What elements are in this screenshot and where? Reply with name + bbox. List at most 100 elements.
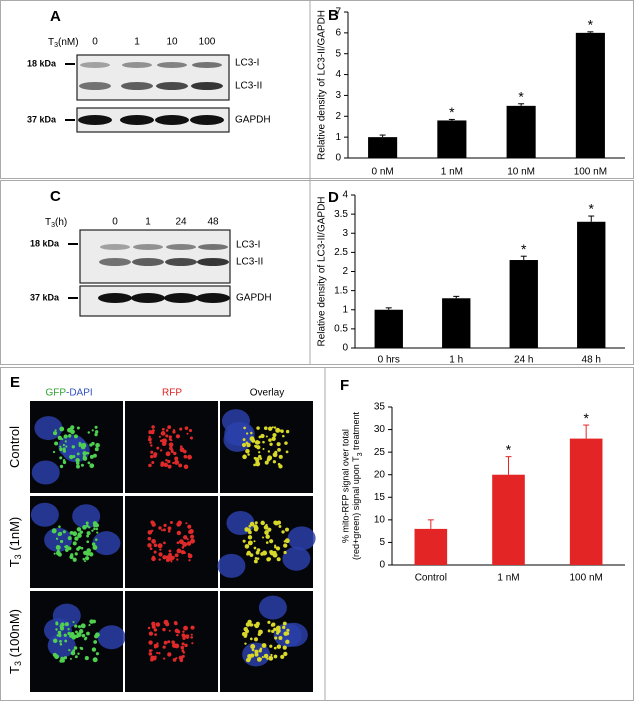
y-tick-label: 35 bbox=[374, 402, 386, 413]
puncta bbox=[183, 464, 189, 470]
row-label: T3 (100nM) bbox=[7, 609, 23, 674]
nucleus bbox=[31, 460, 60, 485]
blot-membrane bbox=[76, 54, 230, 101]
puncta bbox=[282, 645, 287, 650]
puncta bbox=[179, 658, 184, 663]
puncta bbox=[153, 645, 157, 649]
puncta bbox=[262, 536, 265, 539]
puncta bbox=[54, 429, 57, 432]
puncta bbox=[272, 432, 277, 438]
bar bbox=[577, 221, 606, 348]
puncta bbox=[282, 625, 286, 630]
puncta bbox=[161, 427, 165, 431]
y-tick-label: 6 bbox=[335, 27, 341, 38]
puncta bbox=[260, 433, 265, 439]
puncta bbox=[284, 441, 288, 445]
puncta bbox=[186, 541, 192, 546]
puncta bbox=[59, 456, 63, 460]
puncta bbox=[243, 426, 246, 430]
significance-mark: * bbox=[506, 441, 512, 457]
puncta bbox=[286, 628, 290, 632]
puncta bbox=[65, 548, 69, 552]
puncta bbox=[163, 523, 167, 528]
nucleus bbox=[287, 526, 316, 551]
puncta bbox=[172, 658, 177, 662]
puncta bbox=[266, 657, 269, 660]
puncta bbox=[67, 627, 70, 631]
puncta bbox=[175, 434, 181, 439]
puncta bbox=[75, 457, 80, 463]
puncta bbox=[185, 522, 188, 525]
puncta bbox=[80, 463, 84, 467]
puncta bbox=[269, 539, 274, 544]
puncta bbox=[179, 447, 185, 453]
puncta bbox=[62, 443, 65, 447]
puncta bbox=[244, 642, 247, 645]
puncta bbox=[73, 434, 78, 439]
puncta bbox=[82, 557, 86, 561]
row-label-part: 3 bbox=[13, 661, 23, 666]
puncta bbox=[184, 426, 189, 430]
puncta bbox=[250, 644, 256, 650]
panel-label: F bbox=[340, 377, 349, 394]
puncta bbox=[67, 536, 72, 541]
puncta bbox=[251, 648, 255, 652]
puncta bbox=[150, 655, 156, 661]
bar bbox=[575, 32, 605, 158]
puncta bbox=[283, 543, 288, 548]
puncta bbox=[82, 525, 87, 530]
puncta bbox=[91, 542, 96, 546]
band-label: LC3-I bbox=[235, 58, 259, 69]
puncta bbox=[285, 450, 289, 454]
puncta bbox=[255, 550, 260, 555]
puncta bbox=[256, 657, 262, 662]
y-tick-label: 5 bbox=[335, 48, 341, 59]
puncta bbox=[271, 426, 274, 429]
puncta bbox=[176, 633, 179, 637]
puncta bbox=[81, 442, 87, 448]
puncta bbox=[92, 545, 98, 550]
puncta bbox=[162, 528, 166, 532]
puncta bbox=[92, 657, 98, 663]
blot-membrane bbox=[79, 229, 231, 284]
lane-label: 1 bbox=[134, 37, 140, 48]
puncta bbox=[257, 441, 261, 444]
puncta bbox=[270, 653, 273, 657]
puncta bbox=[272, 452, 278, 458]
puncta bbox=[254, 557, 258, 560]
puncta bbox=[162, 645, 166, 649]
puncta bbox=[91, 647, 97, 652]
puncta bbox=[274, 636, 278, 640]
puncta bbox=[151, 621, 156, 626]
puncta bbox=[76, 452, 80, 456]
band bbox=[192, 62, 222, 68]
puncta bbox=[68, 648, 71, 652]
puncta bbox=[84, 656, 89, 661]
significance-mark: * bbox=[589, 201, 595, 217]
puncta bbox=[247, 535, 253, 540]
label-part: (red+green) signal upon T bbox=[351, 456, 361, 560]
puncta bbox=[76, 527, 82, 532]
x-tick-label: 1 nM bbox=[497, 573, 519, 584]
column-header: GFP bbox=[45, 388, 66, 399]
x-tick-label: 0 nM bbox=[372, 167, 394, 178]
puncta bbox=[174, 621, 178, 626]
y-tick-label: 2 bbox=[342, 266, 348, 277]
puncta bbox=[181, 633, 186, 638]
puncta bbox=[172, 643, 177, 648]
puncta bbox=[163, 541, 166, 545]
puncta bbox=[172, 430, 176, 434]
puncta bbox=[261, 643, 267, 648]
puncta bbox=[156, 446, 160, 450]
puncta bbox=[251, 438, 256, 443]
band bbox=[120, 115, 154, 125]
puncta bbox=[95, 527, 99, 531]
puncta bbox=[158, 552, 163, 557]
puncta bbox=[184, 643, 188, 648]
puncta bbox=[69, 634, 74, 638]
puncta bbox=[176, 541, 180, 544]
puncta bbox=[148, 640, 153, 645]
puncta bbox=[72, 621, 75, 624]
puncta bbox=[67, 546, 72, 551]
